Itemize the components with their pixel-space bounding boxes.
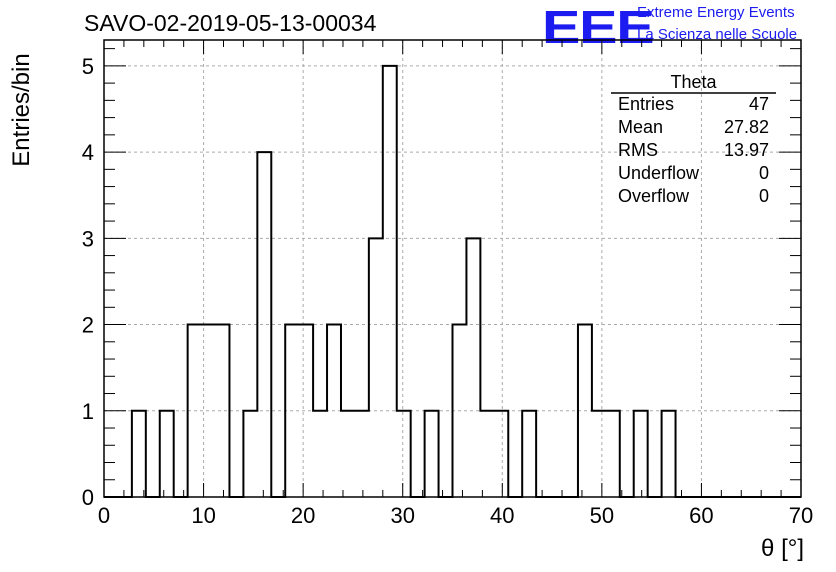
histogram-bin — [592, 411, 606, 497]
histogram-bin — [494, 411, 508, 497]
stats-row-label: Underflow — [618, 163, 700, 183]
histogram-bin — [132, 411, 146, 497]
histogram-outline — [104, 64, 801, 498]
histogram-bin — [522, 411, 536, 497]
logo-subtitle-line1: Extreme Energy Events — [637, 4, 795, 21]
stats-row-value: 47 — [749, 94, 769, 114]
x-tick-label: 70 — [789, 503, 813, 528]
stats-row-value: 27.82 — [724, 117, 769, 137]
y-tick-label: 2 — [82, 313, 94, 338]
histogram-bin — [369, 238, 383, 497]
x-tick-label: 50 — [590, 503, 614, 528]
stats-row-value: 0 — [759, 163, 769, 183]
stats-row-label: Overflow — [618, 186, 690, 206]
histogram-bin — [466, 238, 480, 497]
histogram-bin — [425, 411, 439, 497]
x-tick-label: 0 — [98, 503, 110, 528]
histogram-bin — [480, 411, 494, 497]
stats-row-label: Entries — [618, 94, 674, 114]
histogram-bin — [313, 411, 327, 497]
histogram-bin — [383, 66, 397, 497]
histogram-bin — [341, 411, 355, 497]
x-tick-label: 20 — [291, 503, 315, 528]
histogram-bin — [243, 411, 257, 497]
x-tick-label: 30 — [390, 503, 414, 528]
stats-row-label: RMS — [618, 140, 658, 160]
y-tick-label: 3 — [82, 226, 94, 251]
x-axis-label: θ [°] — [761, 535, 804, 562]
y-tick-label: 4 — [82, 140, 94, 165]
histogram-bin — [355, 411, 369, 497]
stats-row-value: 13.97 — [724, 140, 769, 160]
logo-subtitle-line2: La Scienza nelle Scuole — [637, 26, 798, 43]
histogram-bin — [662, 411, 676, 497]
histogram-bin — [160, 411, 174, 497]
stats-row-label: Mean — [618, 117, 663, 137]
y-tick-label: 5 — [82, 54, 94, 79]
x-tick-label: 60 — [689, 503, 713, 528]
histogram-bin — [397, 411, 411, 497]
plot-frame — [103, 39, 802, 498]
y-tick-label: 0 — [82, 485, 94, 510]
histogram-bin — [606, 411, 620, 497]
stats-row-value: 0 — [759, 186, 769, 206]
eee-logo: EEE — [542, 1, 655, 53]
histogram-bin — [634, 411, 648, 497]
plot-title: SAVO-02-2019-05-13-00034 — [84, 10, 377, 36]
histogram-bin — [216, 325, 230, 497]
y-tick-label: 1 — [82, 399, 94, 424]
histogram-bin — [257, 152, 271, 497]
x-tick-label: 10 — [191, 503, 215, 528]
stats-box-title: Theta — [670, 72, 717, 92]
histogram-bin — [299, 325, 313, 497]
x-tick-label: 40 — [490, 503, 514, 528]
